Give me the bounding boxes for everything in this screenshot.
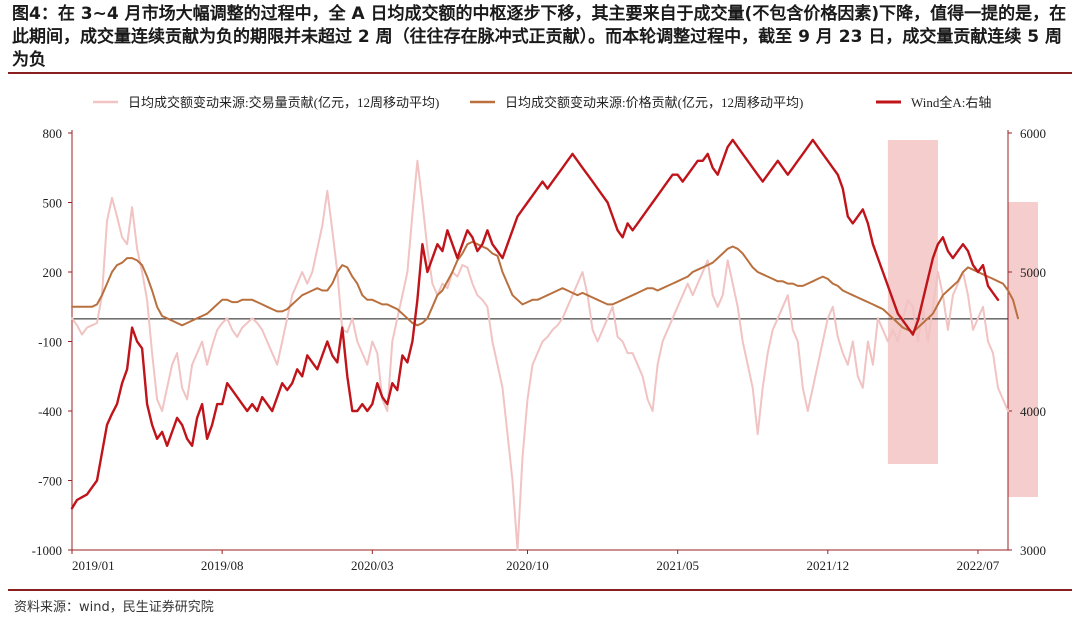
x-tick-label: 2019/08 bbox=[201, 558, 244, 573]
figure-title: 图4：在 3~4 月市场大幅调整的过程中，全 A 日均成交额的中枢逐步下移，其主… bbox=[12, 4, 1067, 70]
source-note: 资料来源：wind，民生证券研究院 bbox=[14, 600, 214, 615]
legend-label: 日均成交额变动来源:交易量贡献(亿元，12周移动平均) bbox=[128, 95, 439, 110]
x-tick-label: 2019/01 bbox=[72, 558, 115, 573]
x-tick-label: 2021/05 bbox=[656, 558, 699, 573]
series-line-price bbox=[71, 240, 1019, 334]
legend-label: Wind全A:右轴 bbox=[911, 95, 991, 110]
plot-area bbox=[72, 130, 1008, 550]
right-tick-label: 3000 bbox=[1020, 543, 1046, 558]
x-tick-label: 2020/03 bbox=[351, 558, 394, 573]
left-tick-label: -1000 bbox=[32, 543, 62, 558]
top-divider bbox=[8, 72, 1072, 74]
left-tick-label: -100 bbox=[38, 335, 62, 350]
shaded-period-1 bbox=[887, 140, 938, 464]
x-tick-label: 2022/07 bbox=[957, 558, 1000, 573]
right-tick-label: 6000 bbox=[1020, 126, 1046, 141]
bottom-divider bbox=[8, 589, 1072, 591]
axes: 800 500 200 -100 -400 -700 -1000 6000 5000 4000 30… bbox=[32, 126, 1046, 573]
left-tick-label: 800 bbox=[43, 126, 63, 141]
left-tick-label: -700 bbox=[38, 474, 62, 489]
series-line-volume bbox=[71, 159, 1009, 551]
x-tick-label: 2021/12 bbox=[806, 558, 849, 573]
series-line-wind bbox=[70, 138, 1000, 510]
shaded-period-2 bbox=[1008, 202, 1039, 497]
shaded-periods bbox=[887, 140, 1039, 497]
left-tick-label: 500 bbox=[43, 196, 63, 211]
right-tick-label: 5000 bbox=[1020, 265, 1046, 280]
left-tick-label: -400 bbox=[38, 404, 62, 419]
left-tick-label: 200 bbox=[43, 265, 63, 280]
right-tick-label: 4000 bbox=[1020, 404, 1046, 419]
x-tick-label: 2020/10 bbox=[506, 558, 549, 573]
legend: 日均成交额变动来源:交易量贡献(亿元，12周移动平均) 日均成交额变动来源:价格贡… bbox=[93, 95, 991, 110]
legend-label: 日均成交额变动来源:价格贡献(亿元，12周移动平均) bbox=[505, 95, 803, 110]
series-lines bbox=[70, 138, 1019, 551]
